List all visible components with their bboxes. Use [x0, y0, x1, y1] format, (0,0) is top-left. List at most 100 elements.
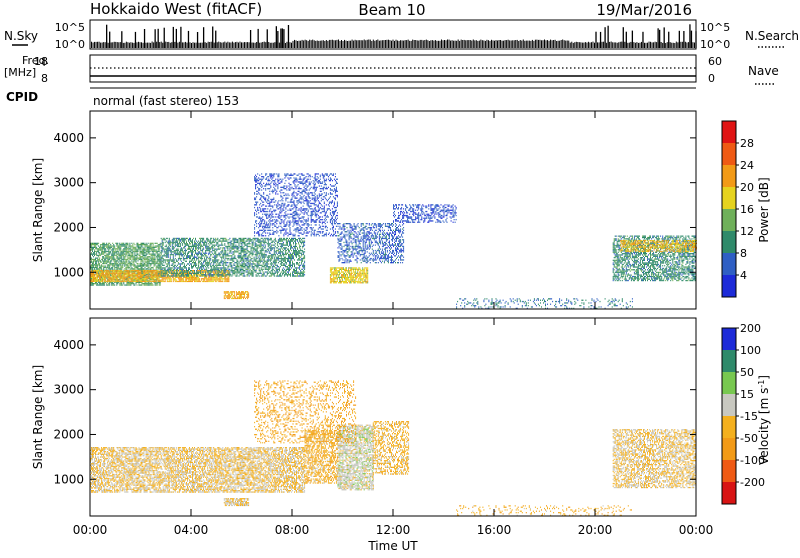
- heatmap-cell: [133, 273, 134, 274]
- heatmap-cell: [219, 274, 220, 275]
- heatmap-cell: [120, 245, 121, 246]
- heatmap-cell: [195, 277, 196, 278]
- heatmap-cell: [231, 265, 232, 266]
- heatmap-cell: [99, 260, 100, 261]
- heatmap-cell: [262, 258, 263, 259]
- heatmap-cell: [175, 243, 176, 244]
- heatmap-cell: [112, 263, 113, 264]
- heatmap-cell: [100, 267, 101, 268]
- heatmap-cell: [244, 273, 245, 274]
- heatmap-cell: [216, 267, 217, 268]
- heatmap-cell: [194, 250, 195, 251]
- heatmap-cell: [137, 277, 138, 278]
- heatmap-cell: [183, 239, 184, 240]
- heatmap-cell: [174, 250, 175, 251]
- heatmap-cell: [106, 247, 107, 248]
- heatmap-cell: [94, 264, 95, 265]
- heatmap-cell: [192, 275, 193, 276]
- heatmap-cell: [176, 242, 177, 243]
- heatmap-cell: [203, 253, 204, 254]
- heatmap-cell: [173, 249, 174, 250]
- heatmap-cell: [202, 270, 203, 271]
- heatmap-cell: [169, 241, 170, 242]
- heatmap-cell: [212, 246, 213, 247]
- heatmap-cell: [241, 259, 242, 260]
- heatmap-cell: [147, 248, 148, 249]
- heatmap-cell: [205, 277, 206, 278]
- heatmap-cell: [159, 259, 160, 260]
- heatmap-cell: [194, 255, 195, 256]
- heatmap-cell: [224, 241, 225, 242]
- heatmap-cell: [92, 268, 93, 269]
- heatmap-cell: [241, 251, 242, 252]
- heatmap-cell: [263, 259, 264, 260]
- heatmap-cell: [105, 270, 106, 271]
- heatmap-cell: [145, 258, 146, 259]
- heatmap-cell: [152, 277, 153, 278]
- heatmap-cell: [179, 239, 180, 240]
- heatmap-cell: [190, 270, 191, 271]
- heatmap-cell: [250, 263, 251, 264]
- heatmap-cell: [93, 277, 94, 278]
- heatmap-cell: [144, 259, 145, 260]
- heatmap-cell: [144, 278, 145, 279]
- heatmap-cell: [140, 274, 141, 275]
- heatmap-cell: [112, 243, 113, 244]
- heatmap-cell: [202, 254, 203, 255]
- heatmap-cell: [225, 267, 226, 268]
- heatmap-cell: [93, 259, 94, 260]
- heatmap-cell: [108, 279, 109, 280]
- heatmap-cell: [214, 251, 215, 252]
- heatmap-cell: [183, 257, 184, 258]
- heatmap-cell: [113, 283, 114, 284]
- heatmap-cell: [216, 249, 217, 250]
- heatmap-cell: [164, 250, 165, 251]
- nave-tick-bottom: 0: [708, 72, 715, 85]
- heatmap-cell: [217, 271, 218, 272]
- heatmap-cell: [216, 239, 217, 240]
- heatmap-cell: [91, 273, 92, 274]
- heatmap-cell: [203, 273, 204, 274]
- heatmap-cell: [200, 270, 201, 271]
- heatmap-cell: [214, 269, 215, 270]
- heatmap-cell: [167, 271, 168, 272]
- heatmap-cell: [212, 270, 213, 271]
- heatmap-cell: [142, 283, 143, 284]
- heatmap-cell: [93, 284, 94, 285]
- heatmap-cell: [150, 270, 151, 271]
- heatmap-cell: [225, 246, 226, 247]
- heatmap-cell: [136, 251, 137, 252]
- heatmap-cell: [207, 271, 208, 272]
- heatmap-cell: [234, 247, 235, 248]
- heatmap-cell: [247, 271, 248, 272]
- heatmap-cell: [179, 254, 180, 255]
- heatmap-cell: [243, 267, 244, 268]
- heatmap-cell: [173, 262, 174, 263]
- heatmap-cell: [185, 249, 186, 250]
- heatmap-cell: [114, 273, 115, 274]
- heatmap-cell: [133, 264, 134, 265]
- heatmap-cell: [177, 243, 178, 244]
- heatmap-cell: [174, 239, 175, 240]
- heatmap-cell: [186, 279, 187, 280]
- heatmap-cell: [196, 254, 197, 255]
- heatmap-cell: [167, 279, 168, 280]
- heatmap-cell: [104, 281, 105, 282]
- heatmap-cell: [172, 243, 173, 244]
- heatmap-cell: [121, 275, 122, 276]
- heatmap-cell: [169, 270, 170, 271]
- heatmap-cell: [136, 281, 137, 282]
- heatmap-cell: [161, 263, 162, 264]
- heatmap-cell: [115, 255, 116, 256]
- heatmap-cell: [137, 281, 138, 282]
- heatmap-cell: [118, 267, 119, 268]
- heatmap-cell: [185, 271, 186, 272]
- heatmap-cell: [243, 247, 244, 248]
- heatmap-cell: [168, 263, 169, 264]
- heatmap-cell: [216, 255, 217, 256]
- heatmap-cell: [160, 244, 161, 245]
- heatmap-cell: [123, 249, 124, 250]
- heatmap-cell: [160, 274, 161, 275]
- heatmap-cell: [180, 259, 181, 260]
- heatmap-cell: [237, 261, 238, 262]
